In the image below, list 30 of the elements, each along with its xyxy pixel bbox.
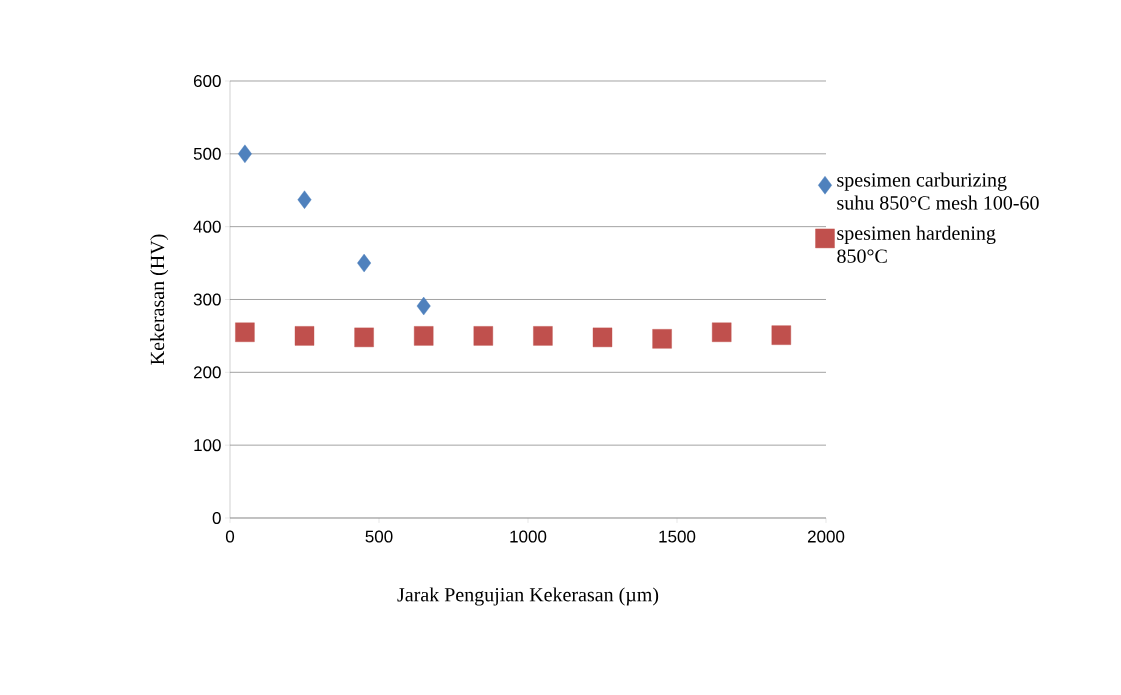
y-axis-title: Kekerasan (HV) (150, 234, 169, 365)
point (712, 322, 732, 342)
y-tick-label: 100 (194, 439, 221, 452)
point (357, 253, 372, 273)
y-tick-label: 0 (212, 511, 221, 525)
y-tick-label: 200 (193, 366, 221, 379)
y-tick-label: 300 (193, 293, 221, 306)
point (771, 325, 791, 345)
x-tick-label: 1500 (659, 530, 696, 543)
point (294, 326, 315, 346)
x-axis-title: Jarak Pengujian Kekerasan (µm) (397, 587, 659, 606)
point (652, 329, 672, 349)
y-tick-label: 600 (193, 74, 221, 88)
y-tick-label: 400 (193, 220, 221, 233)
legend-label: spesimen carburizing suhu 850°C mesh 100-60 (837, 172, 1039, 210)
y-tick-label: 500 (193, 147, 221, 160)
point (354, 327, 374, 348)
point (416, 296, 431, 316)
x-tick-label: 1000 (510, 530, 547, 543)
point (235, 322, 255, 342)
point (237, 144, 252, 164)
legend-label: spesimen hardening 850°C (837, 225, 996, 263)
point (473, 326, 494, 346)
point (297, 190, 312, 209)
point (414, 326, 434, 346)
x-tick-label: 0 (225, 530, 235, 543)
x-tick-label: 2000 (807, 530, 845, 543)
x-tick-label: 500 (365, 530, 393, 543)
point (592, 327, 613, 348)
point (533, 326, 553, 346)
